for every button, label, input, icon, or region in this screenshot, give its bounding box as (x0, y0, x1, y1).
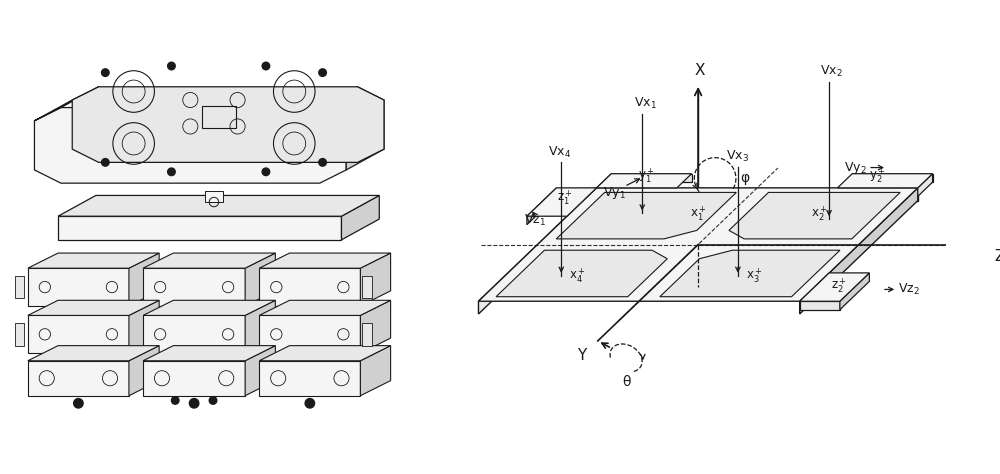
Polygon shape (28, 346, 159, 361)
Text: Vy$_2$: Vy$_2$ (844, 160, 867, 175)
Circle shape (209, 397, 217, 404)
Polygon shape (259, 268, 360, 306)
Polygon shape (15, 276, 24, 299)
Polygon shape (72, 87, 384, 163)
FancyBboxPatch shape (202, 106, 236, 128)
Text: φ: φ (741, 172, 750, 185)
Circle shape (305, 399, 315, 408)
Polygon shape (496, 250, 667, 297)
Polygon shape (527, 188, 597, 216)
Polygon shape (362, 276, 372, 299)
Text: x$_2^+$: x$_2^+$ (811, 204, 827, 223)
Polygon shape (837, 173, 933, 188)
Polygon shape (34, 108, 346, 183)
Polygon shape (360, 346, 391, 396)
Text: Vx$_4$: Vx$_4$ (548, 145, 571, 160)
Circle shape (102, 69, 109, 76)
Polygon shape (341, 195, 379, 240)
Polygon shape (800, 301, 840, 310)
Polygon shape (800, 273, 869, 301)
Polygon shape (28, 315, 129, 353)
Polygon shape (34, 87, 99, 121)
Polygon shape (28, 253, 159, 268)
Polygon shape (28, 361, 129, 396)
Polygon shape (28, 268, 129, 306)
Polygon shape (852, 173, 933, 182)
Polygon shape (556, 188, 597, 196)
Polygon shape (597, 188, 918, 201)
Polygon shape (611, 173, 692, 182)
Polygon shape (143, 361, 245, 396)
Text: x$_3^+$: x$_3^+$ (746, 266, 762, 285)
Polygon shape (259, 346, 391, 361)
Text: x$_4^+$: x$_4^+$ (569, 266, 586, 285)
Polygon shape (205, 191, 223, 202)
Polygon shape (259, 361, 360, 396)
Polygon shape (129, 346, 159, 396)
Polygon shape (259, 301, 391, 315)
Circle shape (189, 399, 199, 408)
Polygon shape (143, 346, 275, 361)
Polygon shape (129, 253, 159, 306)
Circle shape (102, 159, 109, 166)
Polygon shape (729, 192, 900, 239)
Polygon shape (245, 253, 275, 306)
Polygon shape (259, 315, 360, 353)
Polygon shape (360, 253, 391, 306)
Polygon shape (143, 253, 275, 268)
Circle shape (168, 62, 175, 70)
Polygon shape (800, 188, 918, 314)
Polygon shape (478, 188, 918, 301)
Circle shape (319, 69, 326, 76)
Polygon shape (245, 301, 275, 353)
Polygon shape (58, 216, 341, 240)
Text: Y: Y (577, 348, 586, 364)
Text: y$_2^+$: y$_2^+$ (869, 166, 886, 184)
Text: Vz$_1$: Vz$_1$ (524, 213, 546, 228)
Circle shape (171, 397, 179, 404)
Text: z$_1^+$: z$_1^+$ (557, 188, 573, 207)
Polygon shape (660, 250, 840, 297)
Polygon shape (15, 323, 24, 346)
Text: Vx$_1$: Vx$_1$ (634, 96, 657, 111)
Polygon shape (918, 173, 933, 196)
Polygon shape (556, 192, 736, 239)
Polygon shape (527, 188, 556, 225)
Polygon shape (597, 173, 692, 188)
Polygon shape (320, 87, 384, 121)
Text: Vz$_2$: Vz$_2$ (898, 282, 919, 297)
Polygon shape (143, 268, 245, 306)
Text: z$_2^+$: z$_2^+$ (831, 276, 847, 294)
Polygon shape (58, 195, 379, 216)
Polygon shape (28, 301, 159, 315)
Polygon shape (129, 301, 159, 353)
Text: Vx$_2$: Vx$_2$ (820, 64, 842, 79)
Text: θ: θ (622, 375, 630, 390)
Text: X: X (695, 64, 705, 78)
Text: x$_1^+$: x$_1^+$ (690, 204, 707, 223)
Text: Z: Z (995, 249, 1000, 264)
Polygon shape (259, 253, 391, 268)
Polygon shape (597, 173, 611, 196)
Polygon shape (245, 346, 275, 396)
Circle shape (262, 168, 270, 175)
Text: Vx$_3$: Vx$_3$ (726, 149, 749, 164)
Circle shape (262, 62, 270, 70)
Polygon shape (478, 188, 597, 314)
Polygon shape (360, 301, 391, 353)
Circle shape (168, 168, 175, 175)
Polygon shape (346, 100, 384, 170)
Polygon shape (362, 323, 372, 346)
Polygon shape (143, 315, 245, 353)
Text: y$_1^+$: y$_1^+$ (638, 167, 654, 185)
Text: Vy$_1$: Vy$_1$ (603, 185, 626, 201)
Polygon shape (840, 273, 869, 310)
Circle shape (319, 159, 326, 166)
Circle shape (74, 399, 83, 408)
Polygon shape (143, 301, 275, 315)
